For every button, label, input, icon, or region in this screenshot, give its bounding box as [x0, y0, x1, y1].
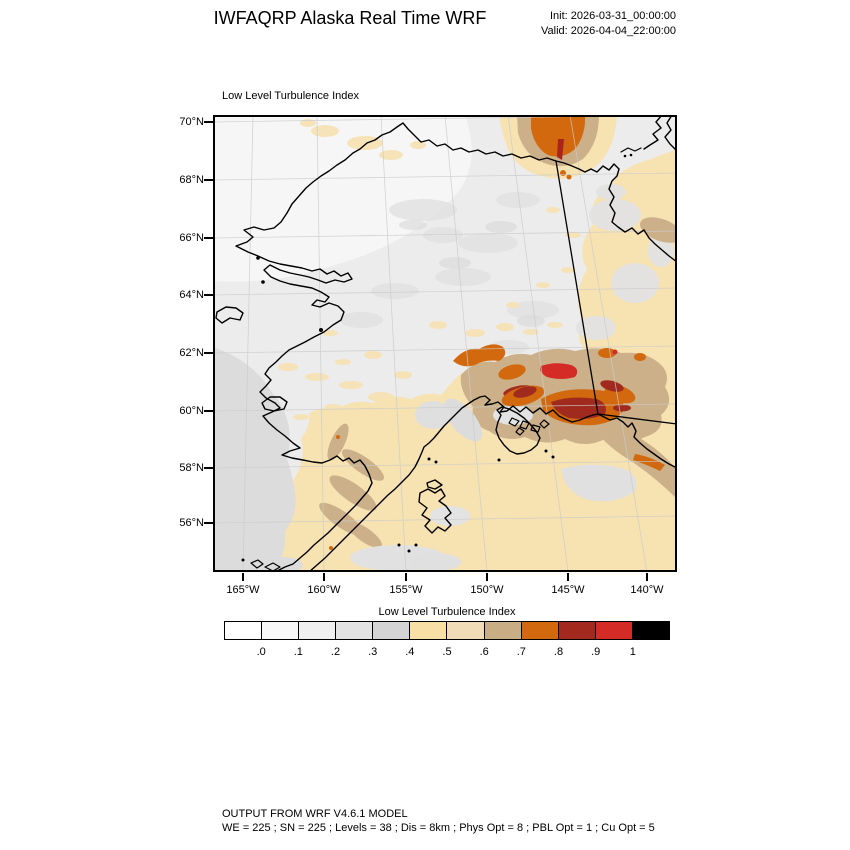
- model-info: OUTPUT FROM WRF V4.6.1 MODEL WE = 225 ; …: [222, 808, 655, 835]
- colorbar-title: Low Level Turbulence Index: [378, 606, 516, 618]
- island-afognak: [426, 479, 443, 490]
- lat-tick-label: 66°N: [179, 232, 204, 244]
- lat-tick-label: 68°N: [179, 174, 204, 186]
- lat-tick: [204, 522, 213, 524]
- lat-tick-label: 62°N: [179, 347, 204, 359]
- map-frame: [213, 115, 677, 572]
- coastline-alaska-south: [308, 395, 677, 572]
- coastline-canada: [555, 160, 677, 263]
- colorbar-tick-label: .4: [405, 646, 415, 658]
- run-times: Init: 2026-03-31_00:00:00 Valid: 2026-04…: [541, 9, 676, 39]
- lon-tick-label: 145°W: [551, 584, 585, 596]
- lon-tick-label: 150°W: [470, 584, 504, 596]
- lat-tick: [204, 410, 213, 412]
- turbulence-hotspots: [329, 344, 665, 550]
- init-time: Init: 2026-03-31_00:00:00: [550, 10, 676, 22]
- lon-tick-label: 160°W: [307, 584, 341, 596]
- lat-tick: [204, 121, 213, 123]
- colorbar-tick-label: .8: [553, 646, 564, 658]
- colorbar: [224, 621, 670, 640]
- lon-tick: [323, 573, 325, 581]
- colorbar-cell: [631, 622, 669, 639]
- field-label: Low Level Turbulence Index: [222, 90, 359, 102]
- lat-tick: [204, 467, 213, 469]
- lon-tick: [242, 573, 244, 581]
- lon-tick-label: 165°W: [226, 584, 260, 596]
- colorbar-cell: [261, 622, 299, 639]
- colorbar-tick-label: .0: [256, 646, 266, 658]
- coastlines: [215, 115, 677, 572]
- island-nunivak: [261, 396, 288, 412]
- colorbar-cell: [594, 622, 632, 639]
- coastline-herschel-spit: [620, 147, 642, 153]
- lat-tick-label: 58°N: [179, 462, 204, 474]
- colorbar-cell: [225, 622, 262, 639]
- lon-tick-label: 140°W: [630, 584, 664, 596]
- coastline-pws-islands: [508, 417, 550, 436]
- lat-tick: [204, 237, 213, 239]
- colorbar-cell: [372, 622, 410, 639]
- page-title: IWFAQRP Alaska Real Time WRF: [213, 8, 487, 28]
- colorbar-cell: [409, 622, 447, 639]
- lat-tick-label: 60°N: [179, 405, 204, 417]
- colorbar-cell: [483, 622, 521, 639]
- map-canvas: [213, 115, 677, 572]
- political-borders: [555, 160, 677, 425]
- lon-tick-label: 155°W: [389, 584, 423, 596]
- colorbar-tick-label: .7: [516, 646, 526, 658]
- lat-tick: [204, 294, 213, 296]
- island-dots: [241, 153, 633, 562]
- lon-tick: [646, 573, 648, 581]
- lat-tick-label: 64°N: [179, 289, 204, 301]
- island-kodiak: [418, 488, 452, 534]
- colorbar-tick-label: .6: [479, 646, 489, 658]
- islets-aleutian: [250, 559, 281, 572]
- colorbar-tick-label: .9: [591, 646, 601, 658]
- colorbar-cell: [557, 622, 595, 639]
- lon-tick: [486, 573, 488, 581]
- island-st-lawrence: [215, 306, 244, 324]
- lat-tick-label: 70°N: [179, 116, 204, 128]
- colorbar-tick-label: .1: [293, 646, 303, 658]
- colorbar-cell: [446, 622, 484, 639]
- colorbar-tick-label: .5: [442, 646, 452, 658]
- colorbar-tick-label: .3: [368, 646, 378, 658]
- colorbar-cell: [335, 622, 373, 639]
- valid-time: Valid: 2026-04-04_22:00:00: [541, 25, 676, 37]
- colorbar-tick-label: 1: [629, 646, 636, 658]
- coastline-alaska: [235, 122, 557, 572]
- lon-tick: [567, 573, 569, 581]
- coastline-mackenzie-hook: [643, 115, 663, 150]
- lat-tick: [204, 179, 213, 181]
- lat-tick-label: 56°N: [179, 517, 204, 529]
- model-info-line2: WE = 225 ; SN = 225 ; Levels = 38 ; Dis …: [222, 821, 655, 834]
- colorbar-cell: [298, 622, 336, 639]
- model-info-line1: OUTPUT FROM WRF V4.6.1 MODEL: [222, 808, 408, 820]
- colorbar-cell: [520, 622, 558, 639]
- lon-tick: [405, 573, 407, 581]
- lat-tick: [204, 352, 213, 354]
- map-area: [213, 115, 677, 572]
- coastline-kenai: [495, 406, 541, 455]
- turbulence-field: [213, 115, 677, 572]
- colorbar-tick-label: .2: [330, 646, 341, 658]
